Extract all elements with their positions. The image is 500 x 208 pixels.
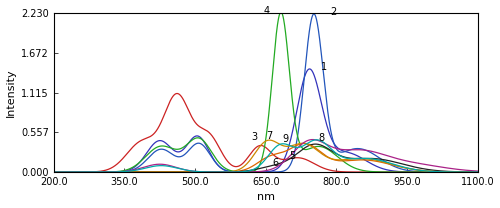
Text: 2: 2 bbox=[330, 7, 337, 17]
Text: 4: 4 bbox=[264, 6, 270, 16]
Text: 7: 7 bbox=[266, 131, 272, 141]
Text: 6: 6 bbox=[272, 158, 278, 168]
Text: 8: 8 bbox=[318, 133, 324, 143]
Text: 5: 5 bbox=[290, 151, 296, 161]
Text: 3: 3 bbox=[252, 132, 258, 142]
Y-axis label: Intensity: Intensity bbox=[6, 68, 16, 117]
Text: 1: 1 bbox=[322, 62, 328, 72]
Text: 9: 9 bbox=[282, 134, 289, 144]
X-axis label: nm: nm bbox=[256, 192, 274, 202]
